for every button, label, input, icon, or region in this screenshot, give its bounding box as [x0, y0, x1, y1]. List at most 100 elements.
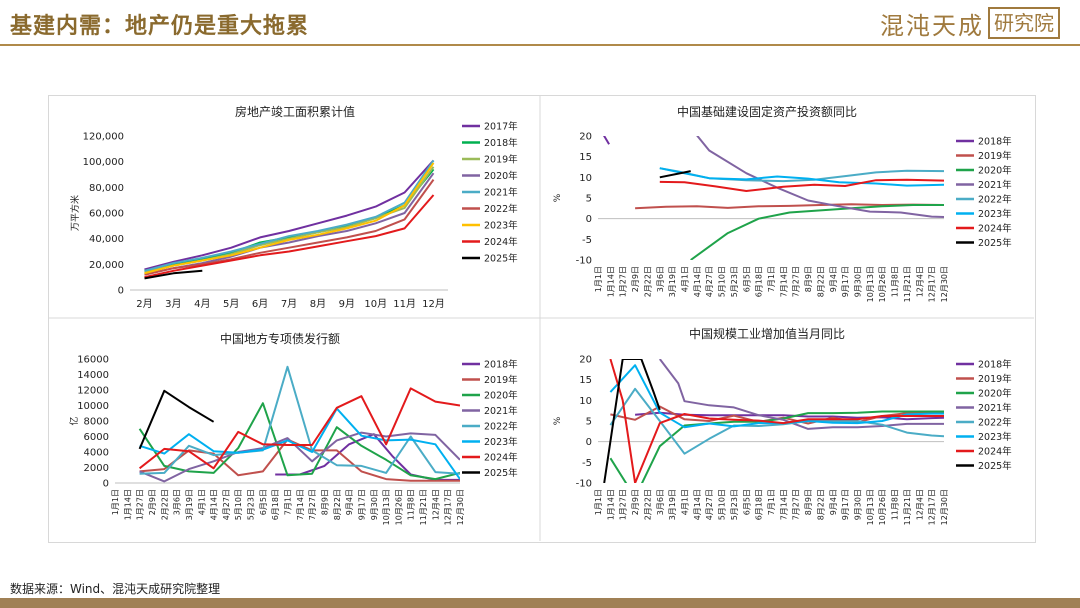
- x-tick-label: 9月4日: [829, 489, 838, 515]
- x-tick-label: 4月27日: [705, 489, 714, 520]
- legend-label: 2018年: [484, 359, 518, 371]
- x-tick-label: 6月: [252, 298, 268, 310]
- chart-title: 中国基础建设固定资产投资额同比: [677, 104, 857, 119]
- y-tick-label: 0: [103, 479, 109, 490]
- legend-label: 2023年: [978, 431, 1012, 443]
- x-tick-label: 9月4日: [829, 266, 838, 292]
- series-line-2024年: [609, 359, 944, 483]
- y-tick-label: 10: [579, 396, 592, 407]
- page-title: 基建内需：地产仍是重大拖累: [10, 13, 310, 39]
- y-tick-label: 10000: [77, 401, 109, 412]
- legend-label: 2022年: [484, 203, 518, 215]
- x-tick-label: 5月: [223, 298, 239, 310]
- y-tick-label: 15: [579, 152, 592, 163]
- x-tick-label: 6月18日: [755, 266, 764, 297]
- logo-box: 研究院: [988, 7, 1060, 39]
- x-tick-label: 4月14日: [693, 489, 702, 520]
- x-tick-label: 2月9日: [148, 489, 157, 515]
- x-tick-label: 6月5日: [742, 266, 751, 292]
- series-line-2022年: [609, 387, 944, 455]
- x-tick-label: 4月1日: [681, 266, 690, 292]
- y-tick-label: 20,000: [89, 260, 124, 271]
- legend-label: 2019年: [978, 373, 1012, 385]
- x-tick-label: 1月14日: [606, 489, 615, 520]
- y-tick-label: 5: [586, 194, 592, 205]
- x-tick-label: 10月26日: [394, 489, 403, 525]
- x-tick-label: 3月6日: [173, 489, 182, 515]
- x-tick-label: 9月4日: [345, 489, 354, 515]
- series-line-2022年: [144, 179, 435, 276]
- x-tick-label: 9月17日: [841, 266, 850, 297]
- series-line-2024年: [659, 178, 944, 192]
- series-line-2017年: [144, 159, 435, 271]
- y-tick-label: 60,000: [89, 209, 124, 220]
- series-line-2025年: [144, 269, 203, 280]
- logo-text: 混沌天成: [880, 11, 984, 40]
- y-tick-label: 15: [579, 375, 592, 386]
- x-tick-label: 12月4日: [915, 489, 924, 520]
- x-tick-label: 7月27日: [792, 489, 801, 520]
- legend-label: 2023年: [978, 208, 1012, 220]
- series-line-2020年: [690, 204, 944, 260]
- series-line-2018年: [144, 168, 435, 272]
- x-tick-label: 8月: [310, 298, 326, 310]
- x-tick-label: 3月19日: [668, 489, 677, 520]
- x-tick-label: 12月4日: [915, 266, 924, 297]
- x-tick-label: 8月9日: [804, 266, 813, 292]
- x-tick-label: 10月26日: [878, 489, 887, 525]
- x-tick-label: 3月6日: [656, 266, 665, 292]
- legend-label: 2022年: [978, 194, 1012, 206]
- series-line-2018年: [603, 136, 610, 145]
- x-tick-label: 7月1日: [767, 489, 776, 515]
- series-line-2019年: [144, 166, 435, 273]
- legend-label: 2017年: [484, 121, 518, 133]
- series-line-2021年: [144, 159, 435, 272]
- legend-label: 2020年: [978, 388, 1012, 400]
- x-tick-label: 2月22日: [160, 489, 169, 520]
- legend-label: 2025年: [978, 237, 1012, 249]
- x-tick-label: 9月: [339, 298, 355, 310]
- x-tick-label: 3月6日: [656, 489, 665, 515]
- y-axis-label: 万平方米: [69, 195, 81, 231]
- series-line-2025年: [659, 170, 691, 179]
- series-line-2024年: [144, 194, 435, 279]
- x-tick-label: 4月27日: [705, 266, 714, 297]
- x-tick-label: 11月21日: [419, 489, 428, 525]
- chart-title: 中国规模工业增加值当月同比: [689, 326, 845, 341]
- x-tick-label: 4月27日: [222, 489, 231, 520]
- x-tick-label: 7月27日: [792, 266, 801, 297]
- y-tick-label: -5: [582, 458, 592, 469]
- legend-label: 2023年: [484, 436, 518, 448]
- x-tick-label: 1月1日: [594, 266, 603, 292]
- y-axis-label: 亿: [68, 416, 80, 425]
- y-tick-label: 8000: [84, 417, 109, 428]
- x-tick-label: 4月1日: [681, 489, 690, 515]
- x-tick-label: 1月1日: [594, 489, 603, 515]
- legend-label: 2024年: [978, 446, 1012, 458]
- legend-label: 2025年: [484, 253, 518, 265]
- x-tick-label: 2月: [136, 298, 152, 310]
- series-line-2023年: [139, 407, 460, 480]
- footer-bar: [0, 598, 1080, 608]
- y-tick-label: 0: [586, 437, 592, 448]
- x-tick-label: 12月17日: [444, 489, 453, 525]
- x-tick-label: 2月9日: [631, 489, 640, 515]
- y-tick-label: 20: [579, 132, 592, 143]
- x-tick-label: 11月8日: [891, 489, 900, 520]
- x-tick-label: 5月10日: [718, 266, 727, 297]
- legend-label: 2021年: [978, 179, 1012, 191]
- y-tick-label: 20: [579, 355, 592, 366]
- series-line-2020年: [138, 402, 460, 481]
- legend-label: 2024年: [484, 236, 518, 248]
- x-tick-label: 7月1日: [767, 266, 776, 292]
- y-tick-label: 120,000: [83, 132, 124, 143]
- x-tick-label: 5月23日: [730, 489, 739, 520]
- x-tick-label: 8月22日: [333, 489, 342, 520]
- series-line-2023年: [144, 162, 435, 275]
- y-tick-label: 40,000: [89, 234, 124, 245]
- y-tick-label: 4000: [84, 448, 109, 459]
- x-tick-label: 5月10日: [718, 489, 727, 520]
- chart-title: 中国地方专项债发行额: [220, 331, 340, 346]
- x-tick-label: 8月22日: [816, 266, 825, 297]
- y-tick-label: 5: [586, 417, 592, 428]
